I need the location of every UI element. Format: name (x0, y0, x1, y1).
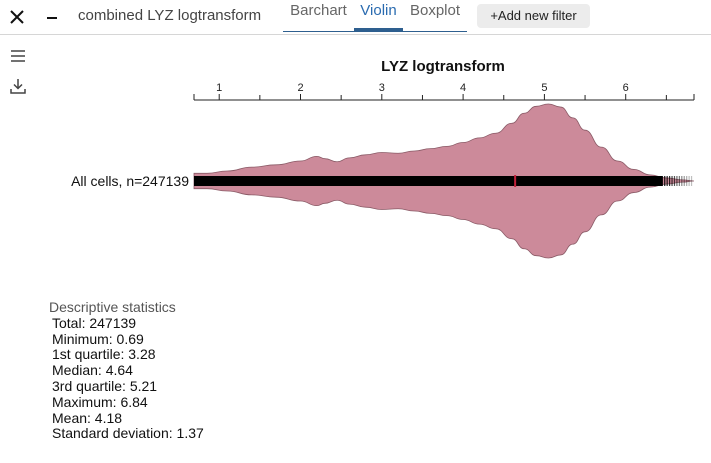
stats-title: Descriptive statistics (49, 299, 176, 315)
category-label: All cells, n=247139 (71, 173, 189, 189)
x-tick-label: 4 (460, 82, 466, 94)
data-strip (194, 176, 663, 186)
stat-minimum: Minimum: 0.69 (52, 330, 144, 347)
hamburger-menu-icon[interactable] (8, 46, 28, 66)
tab-boxplot[interactable]: Boxplot (403, 2, 467, 32)
stat-maximum: Maximum: 6.84 (52, 393, 148, 410)
stat-first-quartile: 1st quartile: 3.28 (52, 346, 156, 363)
panel-header: combined LYZ logtransform Barchart Violi… (0, 0, 711, 35)
add-filter-button[interactable]: +Add new filter (477, 4, 590, 28)
minimize-icon[interactable] (42, 6, 64, 28)
stat-median: Median: 4.64 (52, 362, 133, 379)
x-tick-label: 5 (541, 82, 547, 94)
tab-barchart[interactable]: Barchart (283, 2, 354, 32)
stat-total: Total: 247139 (52, 314, 137, 331)
x-tick-label: 1 (216, 82, 222, 94)
descriptive-statistics: Descriptive statistics Total: 247139 Min… (49, 299, 204, 442)
violin-plot-area: All cells, n=247139 (71, 103, 695, 259)
chart-title: LYZ logtransform (381, 58, 505, 75)
stat-mean: Mean: 4.18 (52, 409, 123, 426)
x-tick-label: 2 (297, 82, 303, 94)
stat-standard-deviation: Standard deviation: 1.37 (52, 425, 204, 442)
x-axis: 1 2 3 4 5 6 (193, 82, 695, 101)
x-tick-label: 3 (379, 82, 385, 94)
violin-chart: LYZ logtransform 1 2 3 4 5 6 All cells, n=247… (71, 58, 695, 259)
download-icon[interactable] (8, 76, 28, 96)
panel-title: combined LYZ logtransform (78, 7, 262, 24)
close-icon[interactable] (6, 6, 28, 28)
stat-third-quartile: 3rd quartile: 5.21 (52, 377, 158, 394)
x-tick-label: 6 (623, 82, 629, 94)
tab-violin[interactable]: Violin (354, 2, 403, 32)
